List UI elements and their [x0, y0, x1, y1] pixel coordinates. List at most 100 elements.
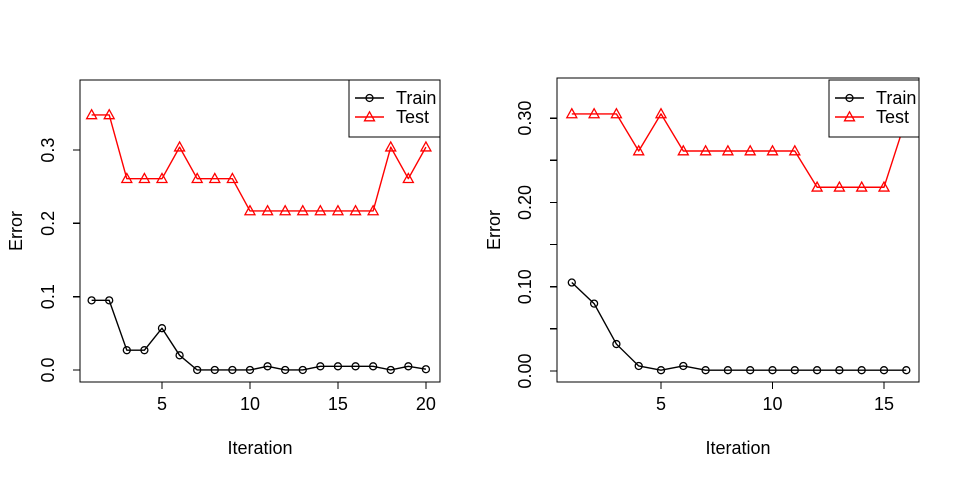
data-point-marker — [589, 299, 599, 308]
data-point-marker — [245, 365, 255, 375]
test-series — [85, 108, 433, 216]
data-point-marker — [105, 296, 114, 305]
data-point-marker — [331, 204, 345, 216]
legend-train-label: Train — [876, 88, 916, 108]
data-point-marker — [699, 144, 712, 156]
test-series — [565, 107, 913, 192]
data-point-marker — [314, 204, 327, 216]
legend-test-label: Test — [876, 107, 909, 127]
y-tick-label: 0.2 — [38, 211, 58, 236]
data-point-marker — [193, 365, 202, 375]
data-point-marker — [140, 346, 149, 355]
x-tick-label: 20 — [416, 394, 436, 414]
train-series — [567, 278, 911, 375]
data-point-marker — [790, 366, 799, 375]
data-point-marker — [746, 366, 755, 375]
data-point-marker — [316, 362, 325, 371]
data-point-marker — [298, 365, 307, 375]
y-tick-label: 0.10 — [515, 269, 535, 304]
data-point-marker — [833, 180, 846, 192]
data-point-marker — [634, 361, 643, 371]
data-point-marker — [857, 366, 866, 375]
test-series-line — [571, 113, 907, 188]
x-tick-label: 15 — [328, 394, 348, 414]
plot-border — [79, 79, 441, 383]
data-point-marker — [701, 366, 710, 375]
data-point-marker — [610, 107, 623, 119]
data-point-marker — [788, 144, 801, 156]
left-chart: 0.0 0.1 0.2 0.3 5 10 15 20 Iteration Error TrainTe… — [6, 79, 441, 458]
y-axis-title: Error — [6, 211, 26, 251]
data-point-marker — [191, 172, 204, 184]
data-point-marker — [155, 172, 169, 184]
data-point-marker — [279, 204, 292, 216]
train-series-line — [571, 282, 907, 371]
data-point-marker — [419, 140, 433, 152]
data-point-marker — [103, 108, 116, 120]
x-axis-title: Iteration — [705, 438, 770, 458]
y-tick-label: 0.00 — [515, 354, 535, 389]
data-point-marker — [723, 366, 733, 375]
data-point-marker — [567, 278, 576, 287]
data-point-marker — [296, 204, 309, 216]
data-point-marker — [349, 204, 362, 216]
data-point-marker — [612, 339, 621, 349]
data-point-marker — [810, 180, 824, 192]
data-point-marker — [226, 172, 239, 184]
data-point-marker — [766, 144, 779, 156]
train-series — [87, 296, 431, 375]
data-point-marker — [210, 365, 219, 375]
data-point-marker — [333, 362, 343, 371]
data-point-marker — [85, 108, 98, 120]
x-tick-label: 5 — [157, 394, 167, 414]
data-point-marker — [421, 365, 431, 374]
x-axis: 5 10 15 20 — [157, 382, 436, 414]
data-point-marker — [87, 296, 96, 305]
legend-box — [828, 79, 920, 138]
data-point-marker — [879, 366, 889, 375]
data-point-marker — [367, 204, 380, 216]
data-point-marker — [654, 107, 668, 119]
right-chart: 0.00 0.10 0.20 0.30 5 10 15 Iteration Error Train… — [484, 77, 920, 458]
y-tick-label: 0.1 — [38, 284, 58, 309]
legend-box — [348, 79, 441, 138]
x-axis-title: Iteration — [227, 438, 292, 458]
plot-border — [556, 77, 920, 383]
data-point-marker — [565, 107, 578, 119]
x-tick-label: 10 — [762, 394, 782, 414]
data-point-marker — [386, 365, 395, 375]
data-point-marker — [835, 366, 844, 375]
data-point-marker — [855, 180, 868, 192]
data-point-marker — [768, 366, 777, 375]
legend-train-label: Train — [396, 88, 436, 108]
x-tick-label: 15 — [874, 394, 894, 414]
data-point-marker — [157, 324, 167, 333]
data-point-marker — [228, 365, 237, 375]
data-point-marker — [120, 172, 133, 184]
y-tick-label: 0.3 — [38, 138, 58, 163]
data-point-marker — [122, 346, 131, 355]
data-point-marker — [677, 144, 690, 156]
data-point-marker — [402, 172, 415, 184]
legend-test-label: Test — [396, 107, 429, 127]
data-point-marker — [263, 362, 272, 371]
y-tick-label: 0.0 — [38, 357, 58, 382]
data-point-marker — [812, 366, 822, 375]
legend-test-marker — [843, 110, 856, 122]
legend-train-marker — [365, 93, 374, 103]
data-point-marker — [173, 140, 186, 152]
y-axis: 0.0 0.1 0.2 0.3 — [38, 138, 80, 382]
data-point-marker — [656, 366, 666, 375]
x-tick-label: 5 — [656, 394, 666, 414]
data-point-marker — [679, 361, 688, 371]
data-point-marker — [368, 362, 378, 371]
x-tick-label: 10 — [240, 394, 260, 414]
data-point-marker — [261, 204, 274, 216]
y-axis: 0.00 0.10 0.20 0.30 — [515, 101, 557, 389]
data-point-marker — [588, 107, 601, 119]
y-axis-title: Error — [484, 210, 504, 250]
data-point-marker — [902, 366, 911, 375]
